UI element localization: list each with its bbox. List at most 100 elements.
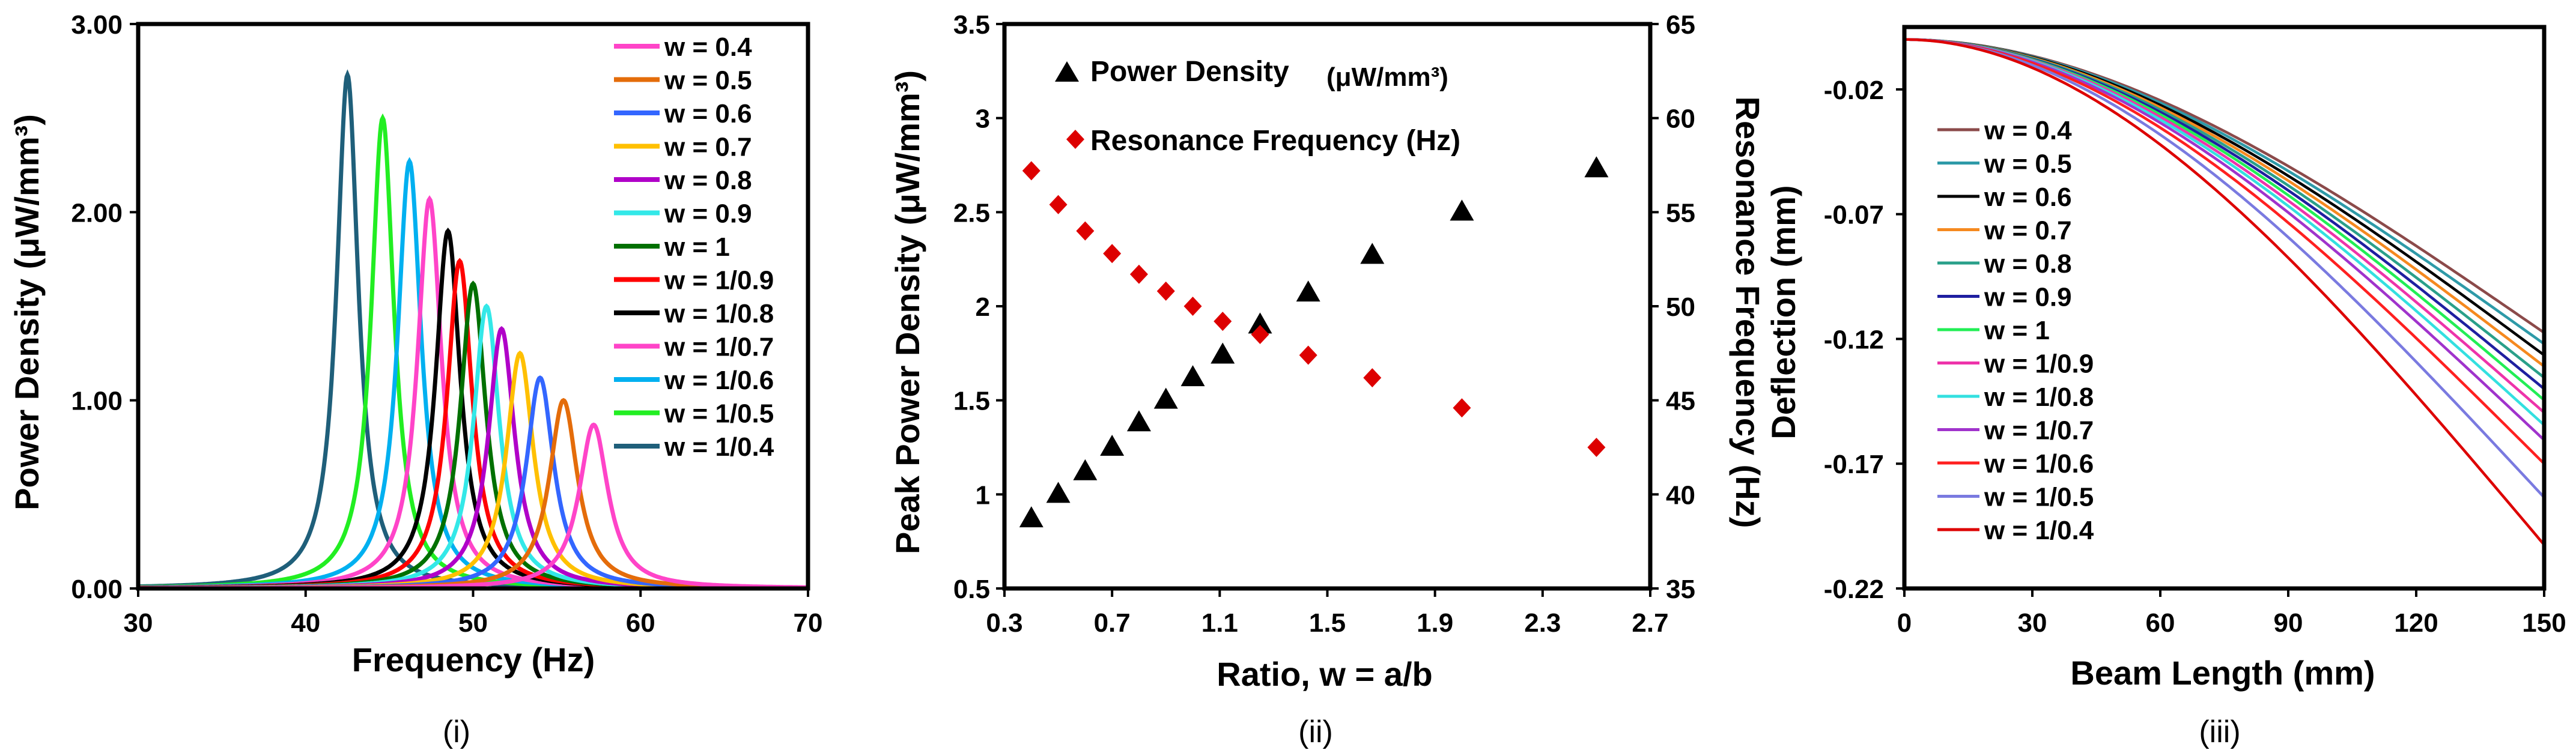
legend-label: w = 1/0.4 <box>1984 516 2094 545</box>
y-tick-label: -0.12 <box>1824 325 1884 354</box>
x-tick-label: 30 <box>124 608 153 638</box>
legend-label: w = 1/0.9 <box>664 266 774 295</box>
x-tick-label: 0 <box>1897 608 1912 638</box>
panel-i-x-axis-label: Frequency (Hz) <box>352 641 595 679</box>
x-tick-label: 60 <box>2146 608 2175 638</box>
legend-label: w = 1/0.8 <box>1984 383 2094 412</box>
resonance-frequency-point <box>1076 221 1095 241</box>
y2-tick-label: 50 <box>1666 292 1695 322</box>
legend-label: w = 1/0.9 <box>1984 349 2094 379</box>
y-tick-label: 0.00 <box>71 575 123 604</box>
x-tick-label: 1.1 <box>1201 608 1238 638</box>
resonance-frequency-point <box>1299 345 1317 365</box>
legend-diamond-marker <box>1066 130 1084 149</box>
y2-tick-label: 60 <box>1666 104 1695 134</box>
resonance-frequency-point <box>1103 244 1122 264</box>
x-tick-label: 1.9 <box>1417 608 1453 638</box>
x-tick-label: 40 <box>291 608 320 638</box>
x-tick-label: 1.5 <box>1309 608 1346 638</box>
power-density-point <box>1180 365 1205 387</box>
legend-label: w = 0.9 <box>1984 283 2072 312</box>
chart-panel-i: 30 40 50 60 70 0.001.002.003.00 w = 0.4w = 0… <box>8 10 822 749</box>
resonance-frequency-point <box>1251 325 1269 344</box>
panel-ii-markers <box>1019 156 1609 528</box>
legend-label: w = 0.6 <box>664 99 752 129</box>
panel-i-y-axis-label: Power Density (μW/mm³) <box>8 114 46 510</box>
legend-label: w = 0.9 <box>664 199 752 229</box>
x-tick-label: 2.7 <box>1632 608 1668 638</box>
chart-panel-ii: 0.3 0.7 1.1 1.5 1.9 2.3 2.7 0.5 1 1.5 2 2.5 3 3.5 35… <box>889 10 1767 749</box>
legend-label: w = 1/0.7 <box>664 333 774 362</box>
power-density-point <box>1296 280 1320 302</box>
power-density-point <box>1360 243 1385 264</box>
legend-label: w = 1 <box>1984 316 2050 345</box>
panel-ii-y2-ticks: 35 40 45 50 55 60 65 <box>1650 10 1695 604</box>
x-tick-label: 0.3 <box>986 608 1022 638</box>
legend-label: w = 1/0.6 <box>664 366 774 395</box>
y-tick-label: -0.22 <box>1824 575 1884 604</box>
legend-power-density-label: Power Density <box>1090 56 1289 88</box>
resonance-frequency-point <box>1363 368 1382 388</box>
power-density-point <box>1126 410 1151 432</box>
power-density-point <box>1450 199 1474 221</box>
resonance-frequency-point <box>1183 297 1202 316</box>
legend-label: w = 0.7 <box>1984 216 2072 246</box>
x-tick-label: 70 <box>794 608 823 638</box>
y-tick-label: 2.5 <box>953 198 990 228</box>
y-tick-label: 1.00 <box>71 387 123 416</box>
legend-label: w = 1/0.4 <box>664 432 774 462</box>
resonance-frequency-point <box>1453 398 1471 418</box>
legend-label: w = 0.8 <box>1984 249 2072 279</box>
deflection-curve-12 <box>1904 38 2545 498</box>
y-tick-label: -0.07 <box>1824 201 1884 230</box>
power-density-point <box>1248 312 1272 334</box>
x-tick-label: 2.3 <box>1524 608 1561 638</box>
legend-power-density-unit: (μW/mm³) <box>1326 62 1448 92</box>
panel-i-legend: w = 0.4 w = 0.5 w = 0.6 w = 0.7 w = 0.8 w = 0… <box>614 32 774 462</box>
panel-i-y-ticks: 0.00 1.00 2.00 3.00 <box>71 10 138 604</box>
x-tick-label: 150 <box>2522 608 2566 638</box>
panel-iii-y-ticks: -0.02 -0.07 -0.12 -0.17 -0.22 <box>1824 76 1904 604</box>
legend-label: w = 1/0.5 <box>1984 483 2094 512</box>
legend-label: w = 1/0.8 <box>664 299 774 328</box>
legend-triangle-marker <box>1055 61 1079 82</box>
panel-ii-plot-frame <box>1002 22 1653 591</box>
legend-label: w = 1/0.7 <box>1984 416 2094 446</box>
resonance-frequency-point <box>1129 264 1148 284</box>
power-density-point <box>1211 342 1235 364</box>
y-tick-label: 2 <box>976 292 990 322</box>
power-density-point <box>1019 506 1043 528</box>
panel-ii-y2-axis-label: Resonance Frequency (Hz) <box>1729 97 1767 528</box>
y-tick-label: 2.00 <box>71 198 123 228</box>
resonance-frequency-point <box>1214 312 1232 331</box>
y-tick-label: 3.00 <box>71 10 123 40</box>
y-tick-label: -0.17 <box>1824 450 1884 479</box>
legend-label: w = 0.5 <box>1984 150 2072 179</box>
legend-label: w = 0.6 <box>1984 183 2072 212</box>
y2-tick-label: 65 <box>1666 10 1695 40</box>
legend-label: w = 1/0.6 <box>1984 449 2094 479</box>
y2-tick-label: 55 <box>1666 198 1695 228</box>
legend-label: w = 0.5 <box>664 66 752 95</box>
x-tick-label: 90 <box>2274 608 2303 638</box>
y2-tick-label: 35 <box>1666 575 1695 604</box>
x-tick-label: 50 <box>458 608 488 638</box>
deflection-curve-13 <box>1904 38 2545 546</box>
power-density-point <box>1046 482 1071 503</box>
y-tick-label: 3 <box>976 104 990 134</box>
y-tick-label: 1.5 <box>953 387 990 416</box>
y-tick-label: 3.5 <box>953 10 990 40</box>
panel-ii-y-axis-label: Peak Power Density (μW/mm³) <box>889 70 926 554</box>
y-tick-label: 0.5 <box>953 575 990 604</box>
x-tick-label: 120 <box>2394 608 2438 638</box>
y2-tick-label: 40 <box>1666 480 1695 510</box>
panel-ii-legend: Power Density (μW/mm³) Resonance Frequen… <box>1055 56 1460 157</box>
y-tick-label: -0.02 <box>1824 76 1884 105</box>
legend-label: w = 1/0.5 <box>664 399 774 429</box>
panel-i-x-ticks: 30 40 50 60 70 <box>124 588 823 638</box>
legend-label: w = 0.7 <box>664 133 752 162</box>
power-density-point <box>1584 156 1609 178</box>
y-tick-label: 1 <box>976 480 990 510</box>
power-density-point <box>1100 435 1125 456</box>
chart-panel-iii: 0 30 60 90 120 150 -0.02-0.07-0.12-0.17-0.22 … <box>1764 25 2566 749</box>
